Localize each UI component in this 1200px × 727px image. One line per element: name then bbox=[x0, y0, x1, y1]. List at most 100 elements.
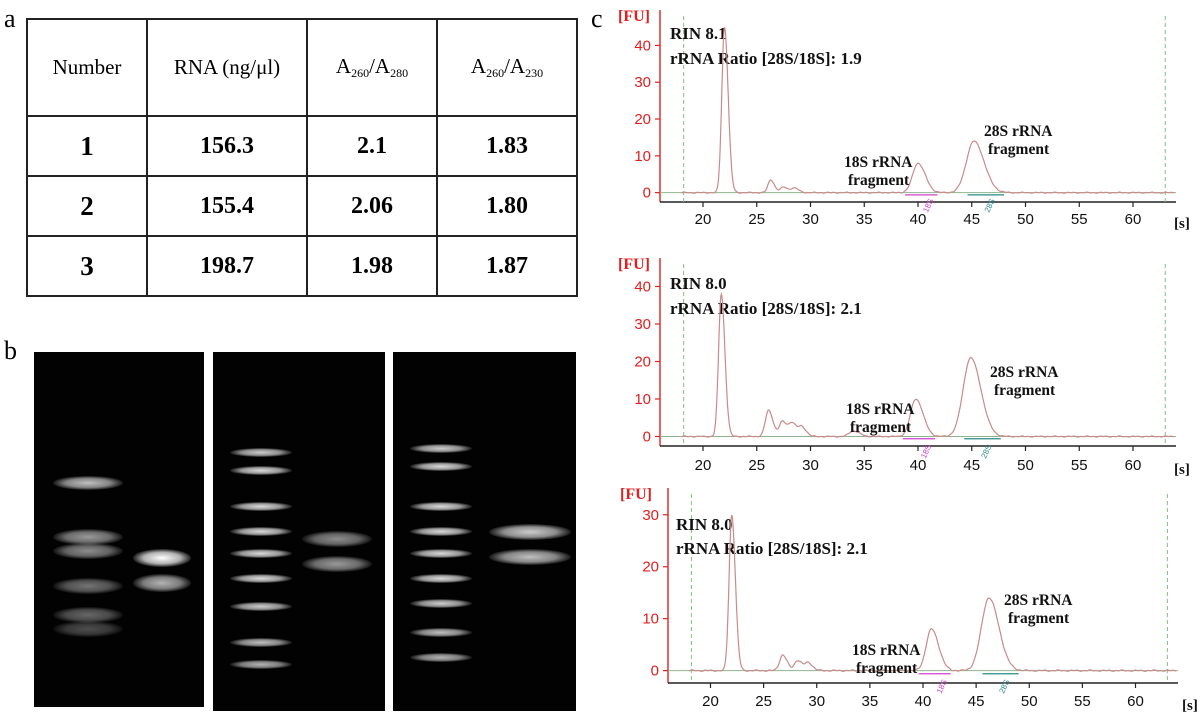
ladder-band bbox=[409, 462, 472, 472]
electropherogram-2: 0 10 20 30 40 20 25 30 35 40 45 50 55 60 [FU] [s] RIN 8.… bbox=[608, 250, 1200, 490]
annotation-18s-line2: fragment bbox=[856, 660, 918, 677]
sample-band bbox=[489, 523, 572, 540]
ladder-band bbox=[230, 548, 293, 558]
electropherogram-trace bbox=[681, 27, 1174, 194]
y-tick-label: 20 bbox=[642, 559, 659, 576]
ladder-band bbox=[409, 444, 472, 454]
ratio-label: rRNA Ratio [28S/18S]: 2.1 bbox=[676, 539, 868, 558]
header-a260-a280-part: A bbox=[335, 54, 352, 78]
ladder-band bbox=[53, 528, 124, 545]
cell-rna: 198.7 bbox=[146, 235, 308, 297]
sample-band bbox=[301, 555, 372, 572]
ladder-band bbox=[53, 542, 124, 559]
x-tick-label: 25 bbox=[755, 693, 772, 710]
x-tick-label: 30 bbox=[802, 457, 819, 474]
marker-28s-label: 28S bbox=[997, 678, 1011, 695]
y-tick-label: 20 bbox=[634, 111, 651, 128]
header-a260-a230: A260/A230 bbox=[436, 18, 578, 117]
cell-number: 1 bbox=[26, 115, 148, 177]
sample-band bbox=[132, 548, 191, 567]
ladder-band bbox=[53, 578, 124, 595]
x-tick-label: 20 bbox=[695, 211, 712, 228]
y-tick-label: 10 bbox=[634, 391, 651, 408]
x-tick-label: 50 bbox=[1021, 693, 1038, 710]
y-tick-label: 10 bbox=[634, 148, 651, 165]
x-unit-label: [s] bbox=[1182, 698, 1198, 714]
annotation-28s-line1: 28S rRNA bbox=[1004, 592, 1073, 609]
ratio-label: rRNA Ratio [28S/18S]: 1.9 bbox=[670, 49, 862, 68]
cell-number: 3 bbox=[26, 235, 148, 297]
y-unit-label: [FU] bbox=[620, 486, 652, 503]
y-tick-label: 40 bbox=[634, 279, 651, 296]
sample-band bbox=[132, 573, 191, 592]
header-a260-a230-part: 230 bbox=[525, 66, 544, 80]
annotation-18s-line2: fragment bbox=[850, 419, 912, 436]
annotation-18s-line1: 18S rRNA bbox=[846, 401, 915, 418]
ladder-band bbox=[409, 598, 472, 608]
x-tick-label: 30 bbox=[808, 693, 825, 710]
panel-label-a: a bbox=[4, 4, 16, 33]
x-tick-label: 35 bbox=[862, 693, 879, 710]
electropherogram-trace bbox=[681, 291, 1175, 438]
rin-label: RIN 8.1 bbox=[670, 24, 727, 43]
ladder-band bbox=[230, 501, 293, 511]
ladder-band bbox=[409, 573, 472, 583]
header-a260-a230-part: /A bbox=[504, 54, 526, 78]
annotation-28s-line1: 28S rRNA bbox=[984, 123, 1053, 140]
ratio-label: rRNA Ratio [28S/18S]: 2.1 bbox=[670, 299, 862, 318]
marker-18s-label: 18S bbox=[921, 197, 935, 214]
sample-band bbox=[489, 548, 572, 565]
annotation-28s-line2: fragment bbox=[988, 141, 1050, 158]
x-tick-label: 20 bbox=[702, 693, 719, 710]
y-tick-label: 30 bbox=[634, 316, 651, 333]
sample-band bbox=[301, 530, 372, 547]
x-tick-label: 25 bbox=[748, 457, 765, 474]
header-a260-a280-part: /A bbox=[369, 54, 391, 78]
rna-quality-table: Number RNA (ng/μl) A260/A280 A260/A230 1… bbox=[26, 18, 578, 297]
cell-a260-a280: 1.98 bbox=[306, 235, 438, 297]
ladder-band bbox=[230, 465, 293, 475]
x-tick-label: 40 bbox=[915, 693, 932, 710]
y-tick-label: 0 bbox=[643, 185, 651, 202]
cell-a260-a280: 2.1 bbox=[306, 115, 438, 177]
ladder-band bbox=[230, 638, 293, 648]
cell-rna: 155.4 bbox=[146, 175, 308, 237]
rin-label: RIN 8.0 bbox=[670, 274, 727, 293]
ladder-band bbox=[409, 652, 472, 662]
cell-number: 2 bbox=[26, 175, 148, 237]
x-tick-label: 25 bbox=[748, 211, 765, 228]
y-tick-label: 40 bbox=[634, 37, 651, 54]
cell-a260-a230: 1.83 bbox=[436, 115, 578, 177]
x-tick-label: 60 bbox=[1127, 693, 1144, 710]
header-a260-a280: A260/A280 bbox=[306, 18, 438, 117]
x-tick-label: 60 bbox=[1125, 457, 1142, 474]
header-a260-a230-part: 260 bbox=[486, 66, 505, 80]
cell-a260-a230: 1.80 bbox=[436, 175, 578, 237]
x-tick-label: 55 bbox=[1074, 693, 1091, 710]
x-tick-label: 20 bbox=[695, 457, 712, 474]
x-tick-label: 55 bbox=[1071, 211, 1088, 228]
ladder-band bbox=[409, 627, 472, 637]
rin-label: RIN 8.0 bbox=[676, 515, 733, 534]
table-header-row: Number RNA (ng/μl) A260/A280 A260/A230 bbox=[26, 18, 578, 117]
annotation-28s-line2: fragment bbox=[1008, 610, 1070, 627]
x-unit-label: [s] bbox=[1174, 216, 1190, 232]
y-unit-label: [FU] bbox=[618, 8, 650, 25]
y-unit-label: [FU] bbox=[618, 256, 650, 273]
y-tick-label: 30 bbox=[634, 74, 651, 91]
electropherogram-svg: 0 10 20 30 20 25 30 35 40 45 50 55 60 [FU] [s] RIN 8.0 r… bbox=[620, 486, 1198, 714]
ladder-band bbox=[230, 448, 293, 458]
header-number: Number bbox=[26, 18, 148, 117]
marker-18s-label: 18S bbox=[935, 678, 949, 695]
x-tick-label: 40 bbox=[910, 457, 927, 474]
panel-label-c: c bbox=[591, 4, 603, 33]
y-tick-label: 10 bbox=[642, 611, 659, 628]
x-tick-label: 50 bbox=[1017, 457, 1034, 474]
table-row: 3 198.7 1.98 1.87 bbox=[26, 235, 578, 297]
ladder-band bbox=[409, 527, 472, 536]
y-tick-label: 0 bbox=[651, 663, 659, 680]
gel-image-1 bbox=[34, 352, 204, 707]
ladder-band bbox=[230, 602, 293, 612]
y-tick-label: 30 bbox=[642, 507, 659, 524]
x-unit-label: [s] bbox=[1174, 462, 1190, 478]
